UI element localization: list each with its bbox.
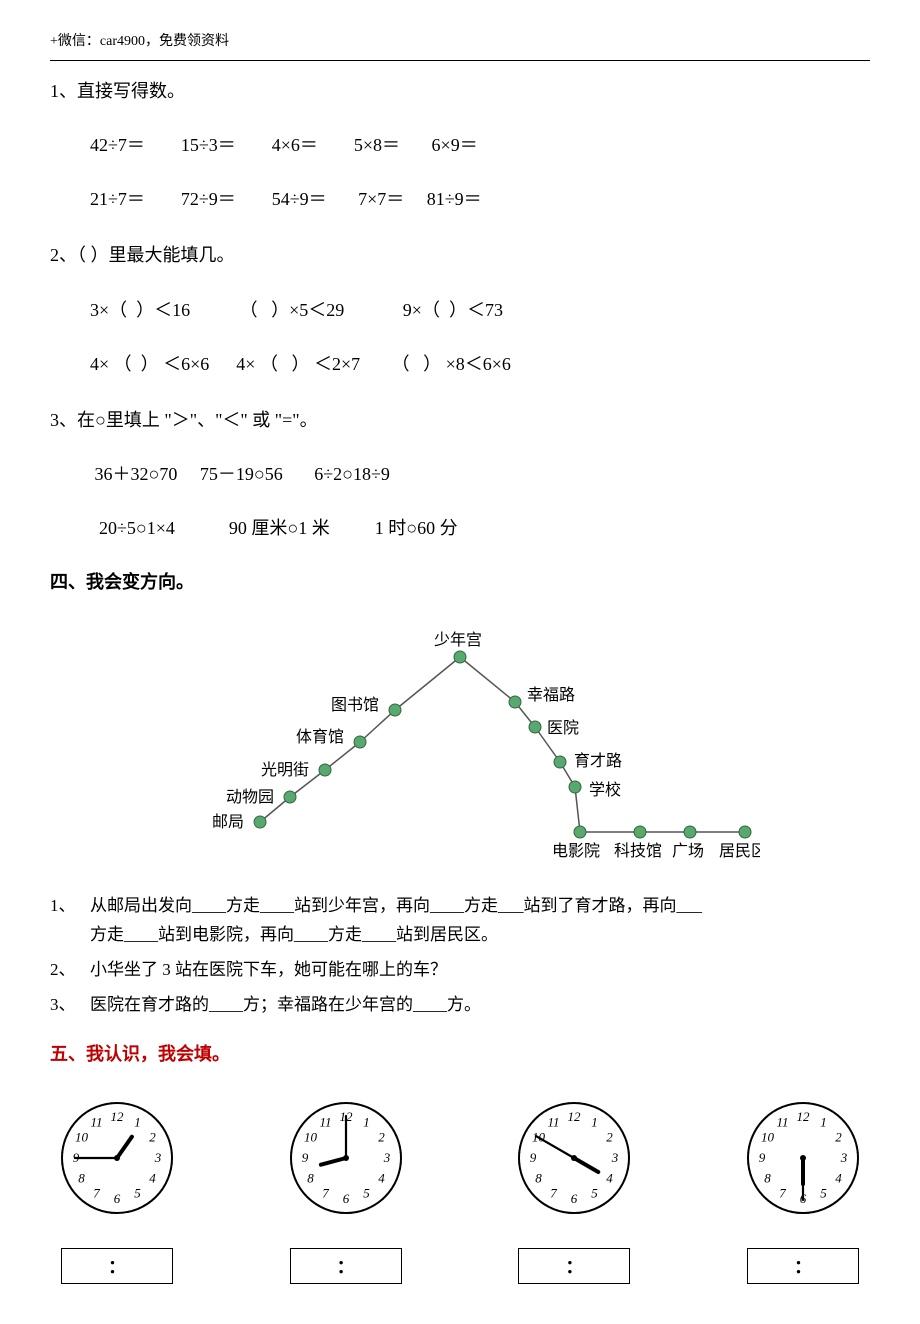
time-answer-box: ： [290,1248,402,1284]
svg-text:8: 8 [536,1170,543,1185]
svg-text:1: 1 [363,1114,370,1129]
svg-text:2: 2 [149,1129,156,1144]
q3-row2: 20÷5○1×4 90 厘米○1 米 1 时○60 分 [90,514,870,540]
svg-text:5: 5 [363,1185,370,1200]
svg-text:2: 2 [835,1129,842,1144]
svg-text:6: 6 [571,1191,578,1206]
svg-text:7: 7 [779,1185,786,1200]
svg-text:7: 7 [551,1185,558,1200]
svg-text:6: 6 [342,1191,349,1206]
svg-text:3: 3 [840,1150,848,1165]
map-figure: 邮局 动物园 光明街 体育馆 图书馆 少年宫幸福路医院育才路学校电影院科技馆广场居民区 [50,602,870,882]
divider [50,60,870,61]
svg-text:光明街: 光明街 [261,761,309,779]
svg-text:3: 3 [611,1150,619,1165]
svg-text:居民区: 居民区 [719,843,760,860]
q1-row2: 21÷7＝ 72÷9＝ 54÷9＝ 7×7＝ 81÷9＝ [90,185,870,211]
svg-text:幸福路: 幸福路 [527,686,575,704]
svg-text:6: 6 [114,1191,121,1206]
svg-text:7: 7 [322,1185,329,1200]
q3-row1: 36＋32○70 75－19○56 6÷2○18÷9 [90,460,870,486]
svg-text:1: 1 [592,1114,599,1129]
svg-text:8: 8 [78,1170,85,1185]
section4-heading: 四、我会变方向。 [50,568,870,594]
svg-text:9: 9 [301,1150,308,1165]
svg-text:医院: 医院 [547,719,579,737]
svg-text:4: 4 [378,1170,385,1185]
q2-title: 2、（ ）里最大能填几。 [50,239,870,271]
svg-text:3: 3 [154,1150,162,1165]
svg-text:5: 5 [820,1185,827,1200]
svg-text:4: 4 [149,1170,156,1185]
q4-item1: 1、从邮局出发向____方走____站到少年宫，再向____方走___站到了育才… [50,892,870,950]
svg-text:8: 8 [764,1170,771,1185]
svg-text:10: 10 [75,1129,89,1144]
time-answer-box: ： [747,1248,859,1284]
svg-text:体育馆: 体育馆 [296,728,344,746]
svg-text:5: 5 [134,1185,141,1200]
svg-text:2: 2 [378,1129,385,1144]
svg-text:12: 12 [111,1109,125,1124]
q1-row1: 42÷7＝ 15÷3＝ 4×6＝ 5×8＝ 6×9＝ [90,131,870,157]
clock: 123456789101112： [55,1096,179,1284]
time-answer-box: ： [518,1248,630,1284]
svg-text:电影院: 电影院 [552,842,600,860]
svg-text:5: 5 [592,1185,599,1200]
section5-heading: 五、我认识，我会填。 [50,1040,870,1066]
clocks-row: 123456789101112：123456789101112：12345678… [55,1096,865,1284]
svg-text:11: 11 [776,1114,788,1129]
svg-text:1: 1 [134,1114,141,1129]
svg-text:11: 11 [548,1114,560,1129]
svg-text:图书馆: 图书馆 [331,696,379,714]
q1-title: 1、直接写得数。 [50,75,870,107]
svg-text:7: 7 [93,1185,100,1200]
svg-text:邮局: 邮局 [212,813,244,831]
svg-text:3: 3 [382,1150,390,1165]
svg-text:8: 8 [307,1170,314,1185]
clock: 123456789101112： [512,1096,636,1284]
q3-title: 3、在○里填上 "＞"、"＜" 或 "="。 [50,404,870,436]
svg-text:9: 9 [759,1150,766,1165]
clock: 123456789101112： [284,1096,408,1284]
svg-text:10: 10 [304,1129,318,1144]
q2-row2: 4× （ ） ＜6×6 4× （ ） ＜2×7 （ ） ×8＜6×6 [90,350,870,376]
header-note: +微信：car4900，免费领资料 [50,30,870,50]
svg-text:10: 10 [761,1129,775,1144]
svg-text:9: 9 [530,1150,537,1165]
q4-item2: 2、小华坐了 3 站在医院下车，她可能在哪上的车？ [50,956,870,985]
q2-row1: 3×（ ）＜16 （ ）×5＜29 9×（ ）＜73 [90,296,870,322]
svg-text:4: 4 [607,1170,614,1185]
time-answer-box: ： [61,1248,173,1284]
svg-text:动物园: 动物园 [226,788,274,806]
svg-text:学校: 学校 [589,781,621,799]
q4-item3: 3、医院在育才路的____方；幸福路在少年宫的____方。 [50,991,870,1020]
svg-text:育才路: 育才路 [574,752,622,770]
svg-text:少年宫: 少年宫 [434,631,482,649]
svg-text:11: 11 [319,1114,331,1129]
svg-text:4: 4 [835,1170,842,1185]
clock: 123456789101112： [741,1096,865,1284]
svg-text:1: 1 [820,1114,827,1129]
svg-text:11: 11 [90,1114,102,1129]
svg-text:12: 12 [568,1109,582,1124]
svg-text:12: 12 [796,1109,810,1124]
svg-text:广场: 广场 [672,842,704,860]
svg-text:2: 2 [607,1129,614,1144]
svg-text:科技馆: 科技馆 [614,842,662,860]
